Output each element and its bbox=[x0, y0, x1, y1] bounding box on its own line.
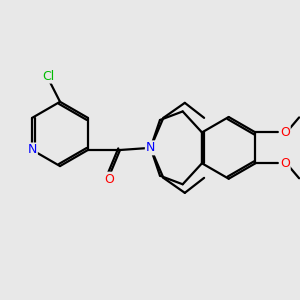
Text: O: O bbox=[104, 172, 114, 186]
Text: O: O bbox=[280, 157, 290, 170]
Text: N: N bbox=[28, 143, 37, 157]
Text: O: O bbox=[280, 126, 290, 139]
Text: N: N bbox=[146, 141, 155, 154]
Text: Cl: Cl bbox=[42, 70, 54, 83]
